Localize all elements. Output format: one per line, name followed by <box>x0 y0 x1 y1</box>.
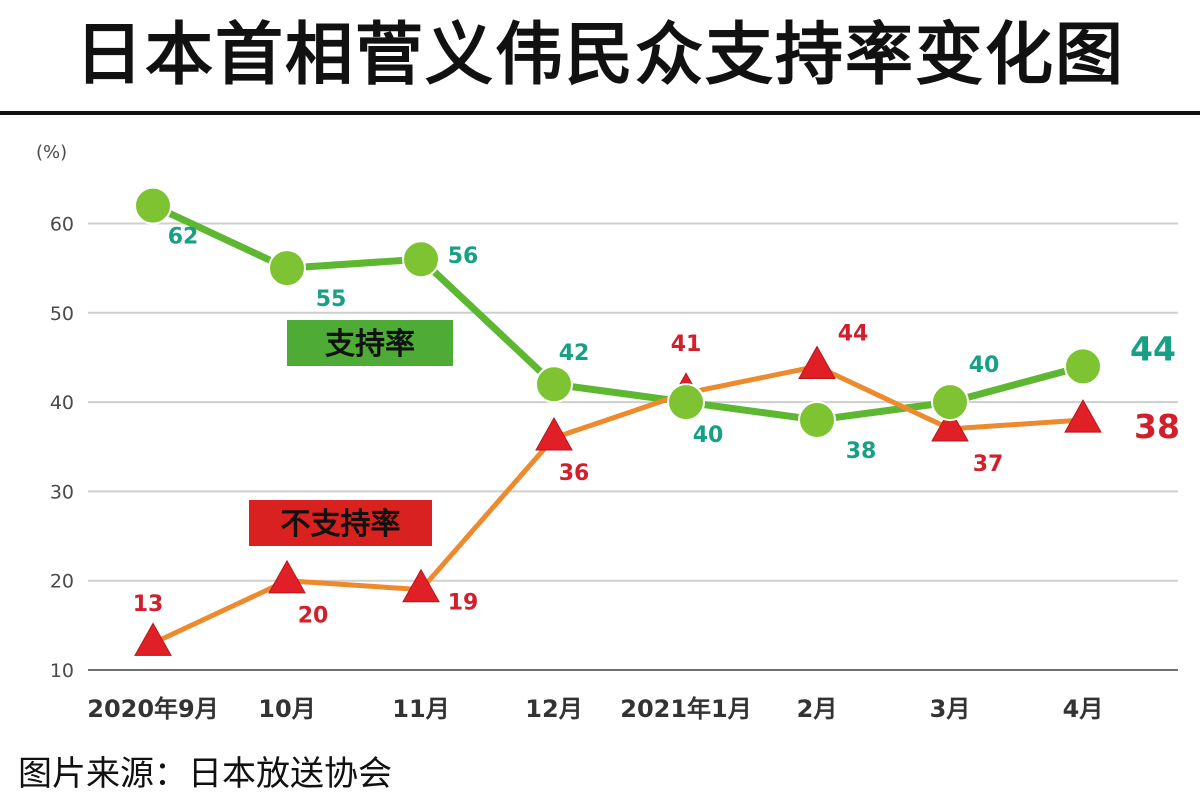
approval-marker <box>402 240 440 279</box>
x-tick-label: 2月 <box>797 695 838 723</box>
approval-marker <box>798 400 836 439</box>
series-lines <box>149 202 1087 646</box>
approval-data-label: 38 <box>846 439 877 464</box>
approval-data-label: 56 <box>448 244 479 269</box>
disapproval-marker <box>535 416 573 451</box>
disapproval-marker <box>268 559 306 594</box>
disapproval-data-label: 37 <box>973 452 1004 477</box>
y-tick-label: 50 <box>50 303 74 325</box>
disapproval-data-label: 36 <box>559 461 590 486</box>
y-tick-label: 10 <box>50 660 74 682</box>
x-tick-label: 11月 <box>392 695 449 723</box>
approval-marker <box>535 365 573 404</box>
disapproval-data-label: 19 <box>448 591 479 616</box>
disapproval-data-label: 41 <box>671 332 702 357</box>
series-markers <box>134 186 1102 656</box>
x-tick-label: 2020年9月 <box>87 695 219 723</box>
approval-marker <box>931 383 969 422</box>
legend-box <box>249 500 432 546</box>
source-caption: 图片来源：日本放送协会 <box>18 754 392 794</box>
x-tick-label: 10月 <box>258 695 315 723</box>
series-line-disapproval <box>150 363 1086 646</box>
y-tick-label: 20 <box>50 571 74 593</box>
series-line-approval <box>149 202 1087 424</box>
disapproval-data-label: 38 <box>1134 407 1180 446</box>
y-tick-label: 60 <box>50 214 74 236</box>
y-tick-label: 30 <box>50 481 74 503</box>
data-labels: 62 55 56 42 40 38 40 44 13 20 19 36 41 44 37 38 <box>133 225 1180 629</box>
disapproval-marker <box>931 408 969 442</box>
legend-label: 不支持率 <box>281 507 401 542</box>
disapproval-data-label: 20 <box>298 604 329 629</box>
x-tick-label: 4月 <box>1063 695 1104 723</box>
approval-data-label: 44 <box>1130 329 1176 368</box>
disapproval-data-label: 44 <box>838 321 869 346</box>
approval-marker <box>667 383 705 422</box>
title-divider <box>0 111 1200 115</box>
legend-box <box>287 320 453 366</box>
disapproval-marker <box>402 568 440 603</box>
chart-title: 日本首相菅义伟民众支持率变化图 <box>74 16 1125 95</box>
x-tick-label: 2021年1月 <box>620 695 752 723</box>
disapproval-marker <box>1064 399 1102 433</box>
approval-marker <box>268 249 306 288</box>
legend-label: 支持率 <box>325 327 415 362</box>
gridlines <box>88 222 1178 671</box>
x-tick-label: 3月 <box>930 695 971 723</box>
x-tick-label: 12月 <box>525 695 582 723</box>
approval-data-label: 40 <box>693 423 724 448</box>
approval-data-label: 62 <box>168 225 199 250</box>
approval-marker <box>1064 347 1102 386</box>
approval-data-label: 40 <box>969 353 1000 378</box>
disapproval-data-label: 13 <box>133 592 164 617</box>
disapproval-marker <box>134 622 172 656</box>
axes: 10 20 30 40 50 60 (%) 2020年9月 10月 11月 12月 2021年1月 2月… <box>36 142 1103 723</box>
y-tick-label: 40 <box>50 392 74 414</box>
disapproval-marker <box>798 345 836 380</box>
approval-data-label: 55 <box>316 287 347 312</box>
approval-data-label: 42 <box>559 341 590 366</box>
approval-marker <box>134 186 172 225</box>
y-axis-unit: (%) <box>36 142 67 163</box>
